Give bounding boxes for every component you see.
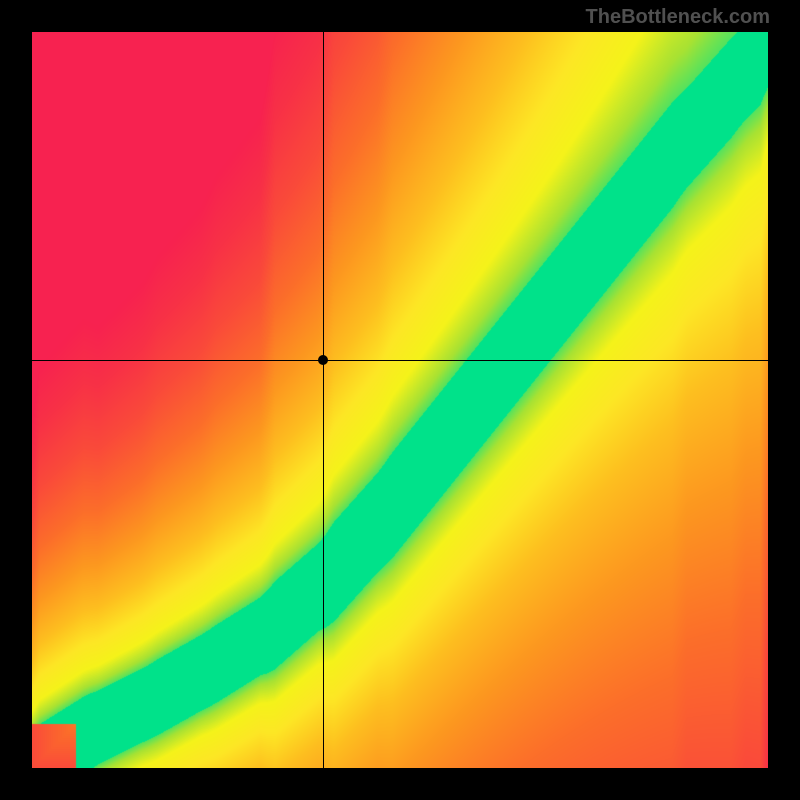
crosshair-marker-dot (318, 355, 328, 365)
bottleneck-heatmap (32, 32, 768, 768)
heatmap-canvas (32, 32, 768, 768)
crosshair-vertical (323, 32, 324, 768)
watermark: TheBottleneck.com (586, 6, 770, 29)
crosshair-horizontal (32, 360, 768, 361)
